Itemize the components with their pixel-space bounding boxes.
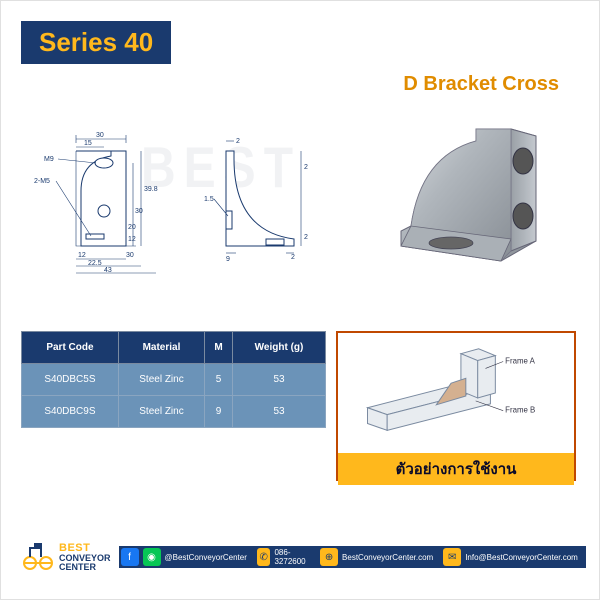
spec-table: Part Code Material M Weight (g) S40DBC5S…: [21, 331, 326, 428]
drawing-side-svg: 2 1.5 9 2 2 2: [196, 111, 321, 276]
dim-15: 15: [84, 140, 92, 147]
frame-a-label: Frame A: [505, 357, 535, 366]
dim-12-b: 12: [78, 252, 86, 259]
dim-2-top: 2: [236, 138, 240, 145]
title-bar: Series 40: [21, 21, 171, 64]
col-material: Material: [118, 332, 204, 364]
footer: BEST CONVEYOR CENTER f ◉ @BestConveyorCe…: [21, 537, 579, 577]
email: Info@BestConveyorCenter.com: [465, 553, 578, 562]
dim-30-b: 30: [126, 252, 134, 259]
dim-1-5: 1.5: [204, 196, 214, 203]
product-photo: [341, 111, 571, 276]
dim-30-top: 30: [96, 132, 104, 139]
dim-12-h: 12: [128, 236, 136, 243]
phone-number: 086-3272600: [274, 548, 310, 566]
col-weight: Weight (g): [233, 332, 326, 364]
table-header-row: Part Code Material M Weight (g): [22, 332, 326, 364]
contact-phone: ✆ 086-3272600: [255, 546, 318, 568]
product-subtitle: D Bracket Cross: [403, 73, 559, 96]
diagram-area: 30 15 M9 2-M5 39.8 30 20 12 12 22.5 43 3: [21, 101, 581, 311]
technical-drawing-front: 30 15 M9 2-M5 39.8 30 20 12 12 22.5 43 3: [26, 111, 181, 276]
cell-part-code: S40DBC9S: [22, 396, 119, 428]
cell-material: Steel Zinc: [118, 364, 204, 396]
cell-weight: 53: [233, 364, 326, 396]
contact-web: ⊕ BestConveyorCenter.com: [318, 546, 441, 568]
dim-9: 9: [226, 256, 230, 263]
page-title: Series 40: [39, 27, 153, 57]
usage-example-label: ตัวอย่างการใช้งาน: [338, 453, 574, 485]
col-part-code: Part Code: [22, 332, 119, 364]
dim-30-h: 30: [135, 208, 143, 215]
dim-43: 43: [104, 267, 112, 274]
social-handle: @BestConveyorCenter: [165, 553, 247, 562]
logo-line1: BEST: [59, 543, 111, 554]
technical-drawing-side: 2 1.5 9 2 2 2: [196, 111, 321, 276]
cell-part-code: S40DBC5S: [22, 364, 119, 396]
product-spec-page: Series 40 D Bracket Cross BEST 30 15 M9 …: [0, 0, 600, 600]
cell-material: Steel Zinc: [118, 396, 204, 428]
website: BestConveyorCenter.com: [342, 553, 433, 562]
drawing-front-svg: 30 15 M9 2-M5 39.8 30 20 12 12 22.5 43 3: [26, 111, 181, 276]
phone-icon: ✆: [257, 548, 271, 566]
col-m: M: [205, 332, 233, 364]
dim-22-5: 22.5: [88, 260, 102, 267]
table-row: S40DBC9S Steel Zinc 9 53: [22, 396, 326, 428]
dim-2-r3: 2: [291, 254, 295, 261]
dim-2-r2: 2: [304, 234, 308, 241]
globe-icon: ⊕: [320, 548, 338, 566]
label-m9: M9: [44, 156, 54, 163]
cell-weight: 53: [233, 396, 326, 428]
usage-example-image: Frame A Frame B: [338, 333, 574, 453]
logo-icon: [21, 543, 55, 571]
mail-icon: ✉: [443, 548, 461, 566]
dim-2-r1: 2: [304, 164, 308, 171]
table-row: S40DBC5S Steel Zinc 5 53: [22, 364, 326, 396]
frame-b-label: Frame B: [505, 406, 535, 415]
usage-example-box: Frame A Frame B ตัวอย่างการใช้งาน: [336, 331, 576, 481]
dim-39-8: 39.8: [144, 186, 158, 193]
cell-m: 9: [205, 396, 233, 428]
example-svg: Frame A Frame B: [338, 334, 574, 452]
footer-contacts: f ◉ @BestConveyorCenter ✆ 086-3272600 ⊕ …: [119, 546, 586, 568]
contact-email: ✉ Info@BestConveyorCenter.com: [441, 546, 586, 568]
line-icon: ◉: [143, 548, 161, 566]
facebook-icon: f: [121, 548, 139, 566]
bracket-photo-svg: [361, 111, 561, 266]
cell-m: 5: [205, 364, 233, 396]
contact-social: f ◉ @BestConveyorCenter: [119, 546, 255, 568]
logo-text: BEST CONVEYOR CENTER: [59, 543, 111, 572]
logo-line2b: CENTER: [59, 563, 111, 572]
company-logo: BEST CONVEYOR CENTER: [21, 543, 111, 572]
label-2m5: 2-M5: [34, 178, 50, 185]
dim-20: 20: [128, 224, 136, 231]
